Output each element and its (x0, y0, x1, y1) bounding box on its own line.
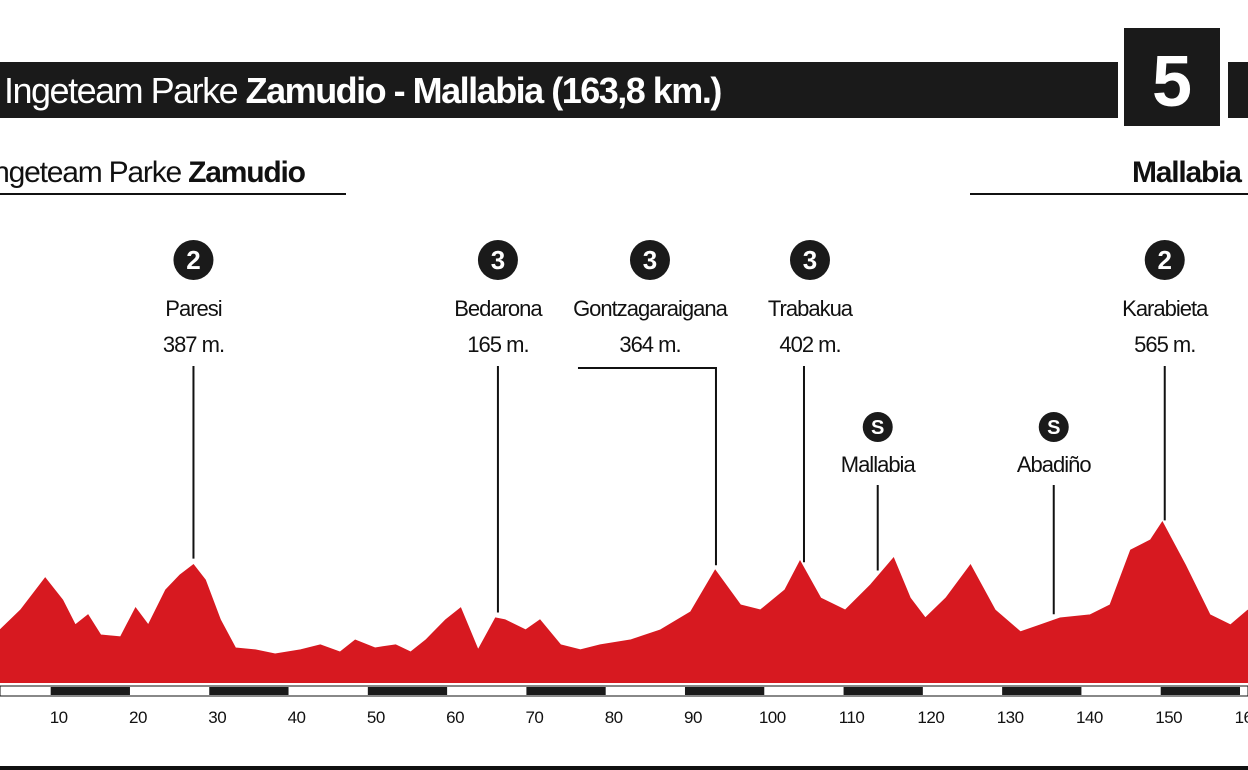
elevation-area (0, 521, 1248, 683)
start-bold: Zamudio (188, 156, 305, 189)
category-badge (1144, 240, 1185, 280)
sprint-name: Mallabia (841, 452, 917, 477)
x-tick-label: 80 (605, 708, 623, 727)
climb-name: Bedarona (454, 296, 543, 321)
start-label: Ingeteam Parke Zamudio (0, 156, 306, 189)
x-tick-label: 40 (288, 708, 306, 727)
x-tick-label: 60 (446, 708, 464, 727)
stage-box (1124, 28, 1220, 126)
title-bar-end (1228, 62, 1248, 118)
chart-title: Ingeteam Parke Zamudio - Mallabia (163,8… (4, 70, 721, 111)
climb-altitude: 364 m. (619, 332, 680, 357)
x-tick-label: 150 (1155, 708, 1182, 727)
x-tick-label: 20 (129, 708, 147, 727)
x-tick-label: 100 (759, 708, 786, 727)
title-bar (0, 62, 1118, 118)
km-segment (209, 687, 289, 695)
category-badge (173, 240, 214, 280)
x-tick-label: 10 (50, 708, 68, 727)
category-badge (629, 240, 670, 280)
climb-name: Trabakua (768, 296, 854, 321)
title-bold: Zamudio - Mallabia (163,8 km.) (246, 70, 722, 111)
sprint-name: Abadiño (1017, 452, 1092, 477)
x-tick-label: 140 (1076, 708, 1103, 727)
km-segment (1002, 687, 1082, 695)
title-light: Ingeteam Parke (4, 70, 238, 111)
sprint-badge (862, 412, 893, 442)
finish-label: Mallabia (1132, 156, 1242, 189)
category-number: 2 (186, 245, 200, 275)
km-segment (684, 687, 765, 695)
x-tick-label: 30 (208, 708, 226, 727)
climb-altitude: 402 m. (779, 332, 840, 357)
km-segment (1160, 687, 1240, 695)
x-tick-label: 50 (367, 708, 385, 727)
climb-name: Karabieta (1122, 296, 1209, 321)
x-tick-label: 160 (1235, 708, 1248, 727)
climb-name: Gontzagaraigana (573, 296, 729, 321)
category-badge (789, 240, 830, 280)
category-number: 3 (803, 245, 817, 275)
km-segment (526, 687, 606, 695)
category-number: 3 (643, 245, 657, 275)
km-bar (0, 685, 1248, 697)
category-badge (477, 240, 518, 280)
x-tick-label: 90 (684, 708, 702, 727)
sprint-letter: S (1047, 417, 1060, 439)
climb-altitude: 165 m. (467, 332, 528, 357)
category-number: 2 (1158, 245, 1172, 275)
stage-number: 5 (1152, 42, 1192, 122)
climb-altitude: 387 m. (163, 332, 224, 357)
category-number: 3 (491, 245, 505, 275)
climb-leader (577, 367, 717, 566)
x-tick-label: 120 (917, 708, 944, 727)
climb-name: Paresi (165, 296, 221, 321)
x-tick-label: 70 (525, 708, 543, 727)
sprint-letter: S (871, 417, 884, 439)
km-segment (367, 687, 448, 695)
climb-altitude: 565 m. (1134, 332, 1195, 357)
x-tick-label: 110 (839, 708, 865, 727)
start-light: Ingeteam Parke (0, 156, 182, 189)
sprint-badge (1038, 412, 1069, 442)
km-segment (843, 687, 923, 695)
x-tick-label: 130 (997, 708, 1024, 727)
km-segment (50, 687, 130, 695)
